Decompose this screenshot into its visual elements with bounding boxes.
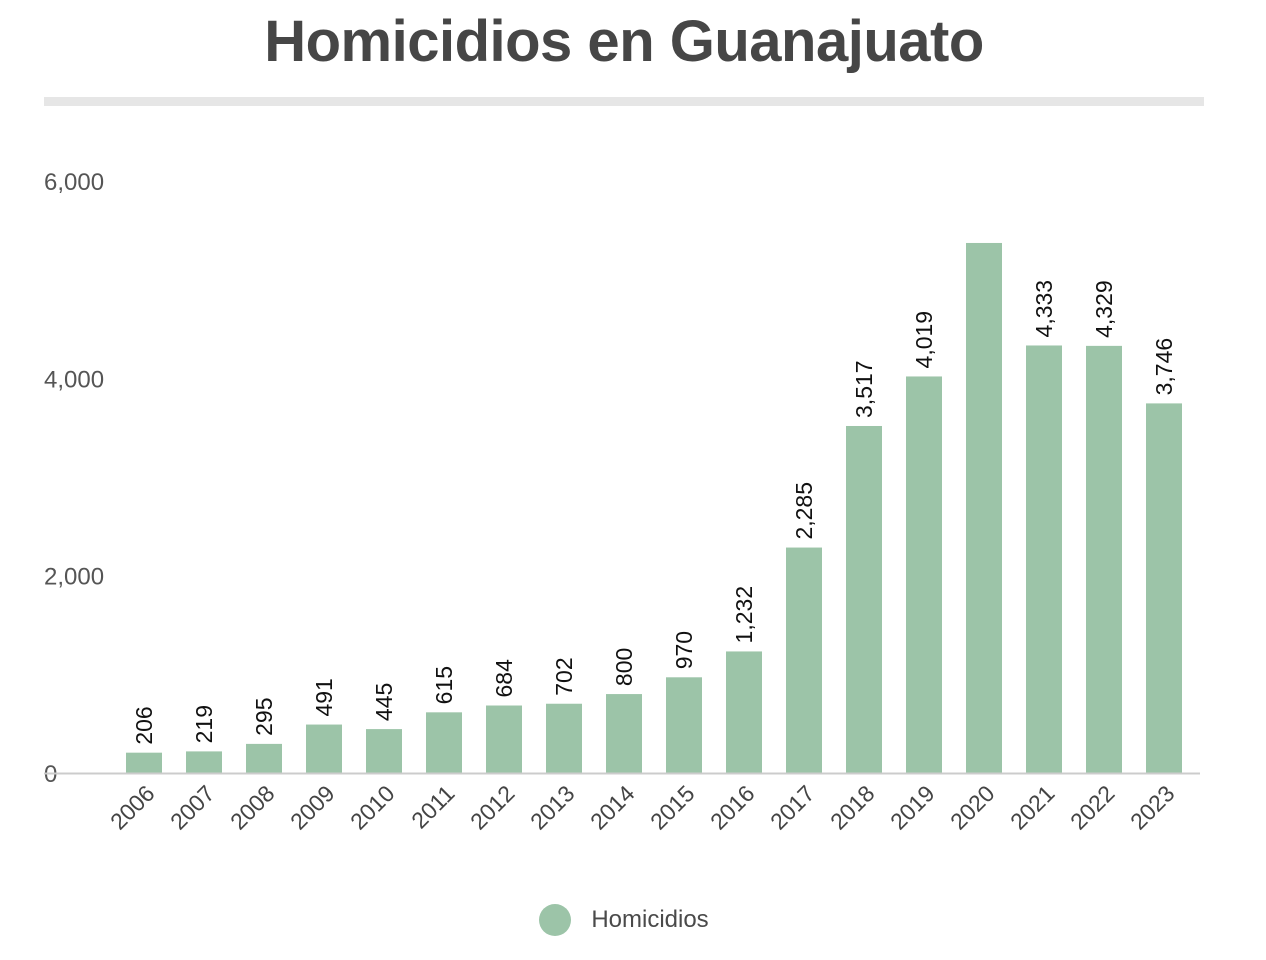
y-tick-label: 4,000 — [44, 366, 104, 393]
bar — [126, 752, 162, 773]
bar — [966, 242, 1002, 774]
x-tick-label: 2015 — [645, 780, 700, 835]
data-label: 219 — [191, 705, 217, 743]
x-tick-label: 2007 — [165, 780, 220, 835]
data-label: 3,746 — [1151, 338, 1177, 396]
bar — [546, 703, 582, 773]
bar — [786, 547, 822, 773]
bar — [1086, 345, 1122, 773]
bar — [666, 677, 702, 773]
data-label: 800 — [611, 648, 637, 686]
x-tick-label: 2019 — [885, 780, 940, 835]
bar — [1026, 345, 1062, 773]
x-tick-label: 2016 — [705, 780, 760, 835]
data-label: 295 — [251, 698, 277, 736]
data-label: 702 — [551, 657, 577, 695]
x-tick-label: 2020 — [945, 780, 1000, 835]
data-label: 1,232 — [731, 586, 757, 644]
chart-title: Homicidios en Guanajuato — [264, 9, 984, 74]
x-tick-label: 2009 — [285, 780, 340, 835]
legend-swatch-homicidios — [539, 904, 572, 936]
y-tick-label: 6,000 — [44, 169, 104, 196]
x-axis: 2006 2007 2008 2009 2010 2011 2012 2013 2014 2015… — [105, 780, 1180, 835]
x-tick-label: 2021 — [1005, 780, 1060, 835]
data-label: 4,329 — [1091, 280, 1117, 338]
data-label: 4,333 — [1031, 280, 1057, 338]
x-tick-label: 2017 — [765, 780, 820, 835]
data-labels-group: 206 219 295 491 445 615 684 702 800 970 1,232 2,285… — [131, 280, 1177, 745]
legend: Homicidios — [0, 904, 1248, 936]
bar — [366, 729, 402, 773]
x-tick-label: 2008 — [225, 780, 280, 835]
bar — [906, 376, 942, 773]
bar — [486, 705, 522, 773]
data-label: 445 — [371, 683, 397, 721]
bar — [1146, 403, 1182, 773]
bar — [606, 694, 642, 773]
x-tick-label: 2023 — [1125, 780, 1180, 835]
x-tick-label: 2013 — [525, 780, 580, 835]
bar — [426, 712, 462, 773]
x-tick-label: 2018 — [825, 780, 880, 835]
data-label: 491 — [311, 678, 337, 716]
x-tick-label: 2022 — [1065, 780, 1120, 835]
x-tick-label: 2014 — [585, 780, 640, 835]
y-tick-label: 2,000 — [44, 564, 104, 591]
data-label: 970 — [671, 631, 697, 669]
data-label: 206 — [131, 706, 157, 744]
bar — [306, 724, 342, 773]
x-tick-label: 2011 — [406, 780, 459, 833]
x-tick-label: 2012 — [465, 780, 520, 835]
data-label: 615 — [431, 666, 457, 704]
title-divider — [44, 97, 1204, 106]
legend-label-homicidios: Homicidios — [591, 906, 709, 933]
data-label: 4,019 — [911, 311, 937, 369]
bar — [246, 743, 282, 773]
x-tick-label: 2010 — [345, 780, 400, 835]
bar — [186, 751, 222, 773]
data-label: 684 — [491, 659, 517, 698]
data-label: 3,517 — [851, 360, 877, 418]
bars-group — [126, 242, 1182, 774]
x-tick-label: 2006 — [105, 780, 160, 835]
data-label: 2,285 — [791, 482, 817, 540]
bar — [726, 651, 762, 773]
bar — [846, 425, 882, 773]
